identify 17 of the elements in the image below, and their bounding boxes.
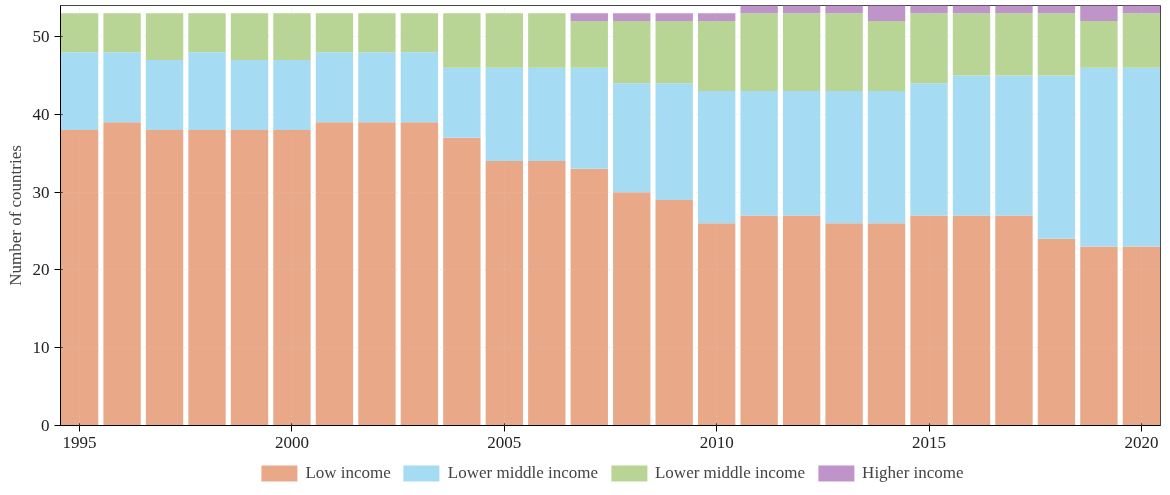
y-axis-title: Number of countries xyxy=(5,145,25,286)
x-tick-label: 2005 xyxy=(487,432,522,452)
x-tick-label: 2020 xyxy=(1124,432,1159,452)
x-tick-label: 2000 xyxy=(274,432,309,452)
x-tick-label: 2010 xyxy=(699,432,734,452)
y-tick-label: 0 xyxy=(41,416,50,435)
legend-label: Lower middle income xyxy=(447,462,598,483)
y-tick-label: 40 xyxy=(32,104,50,124)
y-tick-label: 30 xyxy=(32,182,50,202)
x-tick-label: 2015 xyxy=(912,432,947,452)
y-tick-label: 20 xyxy=(32,260,50,280)
x-tick-label: 1995 xyxy=(62,432,97,452)
legend-label: Low income xyxy=(305,462,391,483)
y-tick-label: 10 xyxy=(32,338,50,358)
legend-label: Higher income xyxy=(862,462,964,483)
y-tick-label: 50 xyxy=(32,27,50,47)
legend-label: Lower middle income xyxy=(654,462,806,483)
